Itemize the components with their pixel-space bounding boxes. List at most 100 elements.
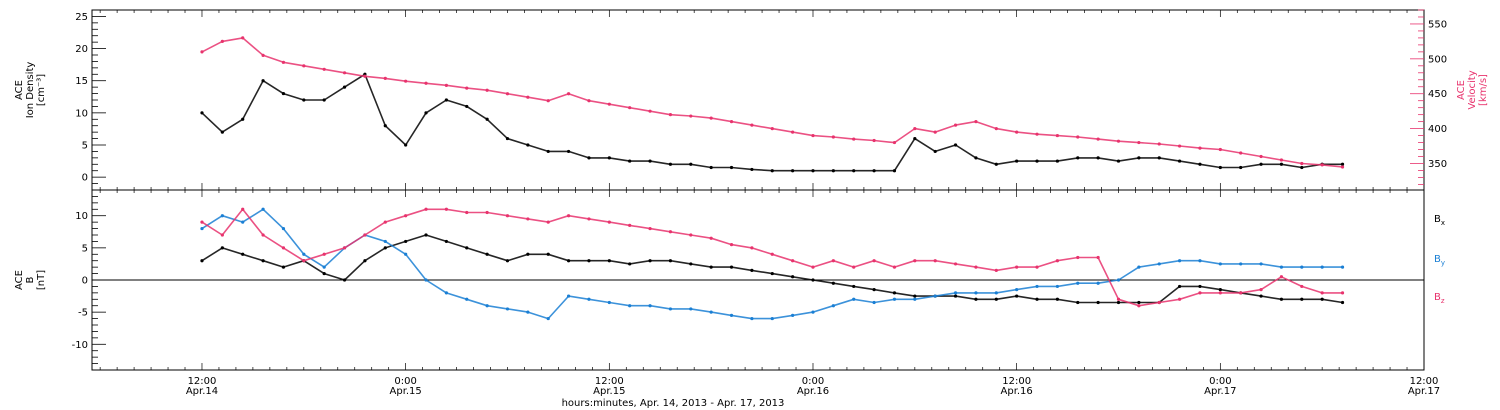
bx-series-point: [505, 259, 510, 263]
density-series-point: [566, 149, 571, 154]
y-tick-label: -10: [72, 340, 88, 351]
x-tick-date-label: Apr.14: [186, 386, 218, 397]
density-series-point: [852, 169, 856, 173]
bx-series-point: [1055, 297, 1059, 301]
density-series-point: [994, 162, 998, 166]
velocity-series-point: [1177, 144, 1182, 148]
bx-series-point: [974, 297, 978, 301]
bz-series-point: [424, 207, 428, 211]
bx-series-point: [831, 281, 835, 285]
velocity-series-point: [933, 130, 937, 134]
velocity-series-point: [1157, 142, 1161, 146]
x-tick-time-label: 12:00: [1002, 376, 1031, 387]
field-axis-title: ACE B [nT]: [14, 270, 47, 290]
velocity-series-point: [811, 133, 815, 138]
bz-series-point: [302, 259, 306, 263]
density-series-point: [1300, 165, 1304, 170]
density-series-point: [1239, 165, 1243, 170]
bz-series-point: [1035, 265, 1039, 269]
bz-series-point: [220, 233, 224, 237]
velocity-series-point: [892, 140, 897, 145]
by-series-point: [750, 316, 754, 321]
bx-series-point: [1035, 297, 1039, 301]
by-series-point: [1096, 281, 1100, 285]
by-series-point: [261, 207, 265, 211]
x-tick-time-label: 0:00: [394, 376, 416, 387]
by-series-point: [709, 310, 713, 314]
bz-series-point: [1076, 255, 1080, 260]
velocity-series-point: [322, 67, 326, 71]
bz-series-point: [913, 259, 917, 263]
velocity-series-point: [770, 127, 774, 131]
bx-series-point: [1320, 297, 1324, 301]
y-tick-label: 5: [82, 141, 88, 152]
by-series-point: [404, 252, 408, 256]
velocity-series-point: [1279, 158, 1284, 162]
bz-series-point: [1279, 275, 1284, 279]
density-series-point: [1116, 159, 1121, 163]
bx-series-point: [424, 233, 428, 237]
velocity-series-point: [302, 64, 306, 68]
x-tick-date-label: Apr.17: [1408, 386, 1440, 397]
velocity-series-trace: [201, 37, 1343, 168]
x-tick-date-label: Apr.15: [390, 386, 422, 397]
density-series-point: [811, 169, 815, 173]
velocity-series-point: [1055, 133, 1059, 138]
legend-by: By: [1434, 254, 1445, 267]
bx-series-point: [404, 239, 408, 244]
density-series-point: [953, 143, 958, 147]
velocity-series-point: [342, 71, 347, 75]
by-series-point: [770, 316, 774, 321]
by-series-point: [1218, 262, 1222, 266]
axis-title-line: [km/s]: [1478, 74, 1489, 106]
bz-series-point: [1116, 297, 1121, 301]
bx-series-point: [709, 265, 713, 269]
velocity-series-point: [404, 79, 408, 83]
bx-series-point: [1279, 297, 1284, 301]
x-tick-date-label: Apr.16: [797, 386, 829, 397]
bz-series-point: [1015, 265, 1019, 269]
axis-title-line: B: [25, 276, 36, 283]
density-series-point: [791, 169, 795, 173]
velocity-series-point: [363, 74, 367, 78]
bz-series-point: [383, 220, 387, 224]
velocity-series-point: [1076, 135, 1080, 139]
by-series-point: [200, 226, 204, 231]
density-series-point: [1340, 162, 1345, 166]
bx-series-point: [1116, 300, 1121, 305]
density-series-point: [444, 98, 448, 102]
velocity-series-point: [628, 106, 632, 110]
density-series-point: [648, 159, 652, 163]
x-tick-time-label: 12:00: [188, 376, 217, 387]
y-tick-label: 350: [1428, 159, 1447, 170]
bx-series-group: [200, 233, 1345, 305]
bx-series-point: [994, 297, 998, 301]
x-tick-time-label: 0:00: [802, 376, 824, 387]
by-series-point: [1239, 262, 1243, 266]
bz-series-point: [953, 262, 958, 266]
velocity-series-point: [220, 39, 224, 43]
by-series-point: [220, 214, 224, 218]
density-series-point: [1035, 159, 1039, 163]
density-series-group: [200, 72, 1345, 173]
x-tick-time-label: 0:00: [1209, 376, 1231, 387]
density-series-point: [241, 117, 245, 121]
by-series-point: [729, 313, 734, 317]
bz-series-point: [342, 246, 347, 250]
bz-series-point: [1239, 291, 1243, 295]
bx-series-point: [1177, 284, 1182, 289]
by-series-point: [485, 304, 489, 308]
velocity-series-point: [505, 92, 510, 96]
velocity-series-point: [729, 120, 734, 124]
bx-series-point: [587, 259, 591, 263]
by-series-group: [200, 207, 1345, 321]
velocity-axis-title: ACE Velocity [km/s]: [1456, 70, 1489, 109]
density-series-point: [709, 165, 713, 170]
density-series-point: [322, 98, 326, 102]
bx-series-point: [668, 259, 673, 263]
velocity-series-point: [709, 116, 713, 120]
bx-series-point: [892, 291, 897, 295]
density-series-point: [1096, 156, 1100, 160]
by-series-point: [1015, 288, 1019, 292]
axis-title-line: [nT]: [36, 270, 47, 290]
